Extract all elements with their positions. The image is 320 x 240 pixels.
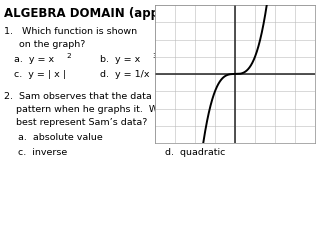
Text: 2: 2 <box>66 53 71 59</box>
Text: ALGEBRA DOMAIN (approximately 36% of test): ALGEBRA DOMAIN (approximately 36% of tes… <box>4 7 315 20</box>
Text: c.  y = | x |: c. y = | x | <box>14 70 66 79</box>
Text: pattern when he graphs it.  What type of function would: pattern when he graphs it. What type of … <box>4 105 283 114</box>
Text: d.  y = 1/x: d. y = 1/x <box>100 70 149 79</box>
Text: d.  quadratic: d. quadratic <box>165 148 225 157</box>
Text: 2.  Sam observes that the data he collected falls in a V-shaped: 2. Sam observes that the data he collect… <box>4 92 303 101</box>
Text: a.  y = x: a. y = x <box>14 55 54 64</box>
Text: 3: 3 <box>152 53 156 59</box>
Text: b.  y = x: b. y = x <box>100 55 140 64</box>
Text: b.  cubic: b. cubic <box>165 133 205 142</box>
Text: c.  inverse: c. inverse <box>18 148 67 157</box>
Text: on the graph?: on the graph? <box>4 40 85 49</box>
Text: a.  absolute value: a. absolute value <box>18 133 103 142</box>
Text: best represent Sam’s data?: best represent Sam’s data? <box>4 118 148 127</box>
Text: 1.   Which function is shown: 1. Which function is shown <box>4 27 137 36</box>
